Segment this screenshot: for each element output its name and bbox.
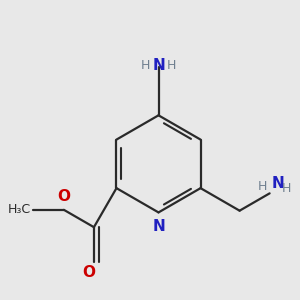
Text: N: N (272, 176, 284, 191)
Text: H₃C: H₃C (8, 203, 31, 216)
Text: H: H (282, 182, 291, 195)
Text: O: O (57, 189, 70, 204)
Text: H: H (167, 59, 176, 72)
Text: O: O (82, 265, 95, 280)
Text: H: H (141, 59, 150, 72)
Text: N: N (152, 58, 165, 73)
Text: H: H (257, 180, 267, 193)
Text: N: N (152, 219, 165, 234)
